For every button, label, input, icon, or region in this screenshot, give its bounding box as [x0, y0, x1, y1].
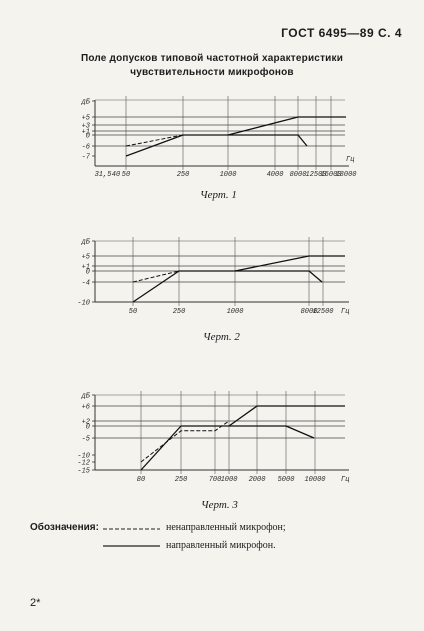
- chart-1-x-unit-label: Гц: [346, 156, 354, 164]
- chart-3-xtick-label: 5000: [278, 476, 295, 484]
- chart-1-series-3-solid-line: [228, 134, 308, 147]
- chart-2-series-2-solid-line: [132, 255, 345, 303]
- chart-1-series-1-dashed-line: [125, 134, 184, 147]
- page-footer: 2*: [30, 597, 41, 609]
- chart-3-xtick-label: 1000: [221, 476, 238, 484]
- chart-3-xtick-label: 80: [137, 476, 145, 484]
- chart-2-ytick-label: -10: [77, 300, 90, 308]
- chart-3-series-3-solid-line: [229, 425, 315, 439]
- chart-1-xtick-label: 12500: [305, 171, 326, 179]
- chart-1-ytick-label: дБ: [81, 99, 91, 107]
- caption-chart-3: Черт. 3: [201, 499, 238, 511]
- chart-3-ytick-label: -12: [77, 460, 90, 468]
- chart-1-ytick-label: -6: [82, 144, 90, 152]
- document-header: ГОСТ 6495—89 С. 4: [281, 26, 402, 40]
- chart-1-ytick-label: +5: [82, 115, 91, 123]
- chart-1-series-2-solid-line: [125, 116, 346, 157]
- chart-1-ytick-label: -7: [82, 154, 91, 162]
- chart-2-x-unit-label: Гц: [341, 308, 349, 316]
- caption-chart-1: Черт. 1: [200, 189, 237, 201]
- chart-1-xtick-label: 4000: [267, 171, 284, 179]
- chart-2-xtick-label: 8000: [301, 308, 318, 316]
- chart-1-xtick-label: 18000: [335, 171, 356, 179]
- chart-1-xtick-label: 40: [112, 171, 120, 179]
- chart-2-xtick-label: 1000: [227, 308, 244, 316]
- title-line-1: Поле допусков типовой частотной характер…: [80, 53, 344, 64]
- chart-2-xtick-label: 250: [173, 308, 186, 316]
- chart-3-ytick-label: +6: [82, 404, 90, 412]
- chart-3-ytick-label: -10: [77, 453, 90, 461]
- chart-3-ytick-label: -5: [82, 436, 91, 444]
- legend-dashed-text: ненаправленный микрофон;: [166, 522, 286, 533]
- legend-label: Обозначения:: [30, 522, 99, 533]
- chart-1-xtick-label: 16000: [320, 171, 341, 179]
- chart-2-xtick-label: 12500: [312, 308, 333, 316]
- chart-3-xtick-label: 700: [209, 476, 222, 484]
- legend-solid-text: направленный микрофон.: [166, 540, 276, 551]
- chart-2-ytick-label: 0: [86, 269, 90, 277]
- chart-1-xtick-label: 31,5: [95, 171, 113, 179]
- chart-2-xtick-label: 50: [129, 308, 137, 316]
- chart-1-xtick-label: 1000: [220, 171, 237, 179]
- chart-2-series-3-solid-line: [235, 270, 323, 283]
- chart-1-ytick-label: 0: [86, 133, 90, 141]
- chart-3-xtick-label: 250: [175, 476, 188, 484]
- chart-3-ytick-label: -15: [77, 468, 90, 476]
- chart-3-ytick-label: +2: [82, 419, 90, 427]
- chart-1-xtick-label: 50: [122, 171, 130, 179]
- chart-3-ytick-label: дБ: [81, 393, 91, 401]
- chart-2-ytick-label: +5: [82, 254, 91, 262]
- document-title: Поле допусков типовой частотной характер…: [0, 52, 424, 80]
- chart-1-xtick-label: 250: [177, 171, 190, 179]
- chart-2-ytick-label: +1: [82, 264, 90, 272]
- caption-chart-2: Черт. 2: [203, 331, 240, 343]
- chart-2-ytick-label: дБ: [81, 239, 91, 247]
- chart-3-xtick-label: 2000: [249, 476, 266, 484]
- chart-1-ytick-label: +1: [82, 129, 90, 137]
- title-line-2: чувствительности микрофонов: [130, 67, 294, 78]
- chart-1-xtick-label: 8000: [290, 171, 307, 179]
- chart-3-x-unit-label: Гц: [341, 476, 349, 484]
- chart-2-series-1-dashed-line: [132, 270, 180, 283]
- chart-3-ytick-label: 0: [86, 424, 90, 432]
- chart-3-xtick-label: 10000: [304, 476, 325, 484]
- chart-2-ytick-label: -4: [82, 280, 90, 288]
- chart-1-ytick-label: +3: [82, 123, 90, 131]
- chart-3-series-2-solid-line: [140, 405, 345, 471]
